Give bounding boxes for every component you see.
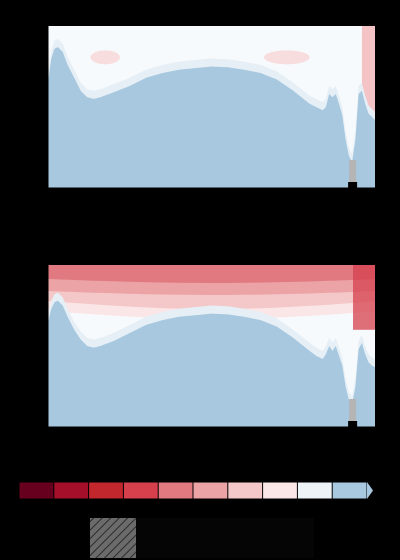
hatch-swatch	[90, 518, 136, 558]
warm-band	[90, 50, 120, 65]
trench-base-marker	[348, 421, 358, 427]
warm-band	[353, 265, 375, 330]
colorbar-segment	[53, 482, 89, 499]
colorbar-segment	[193, 482, 228, 499]
warm-band	[48, 265, 375, 283]
ocean-area	[48, 47, 375, 188]
colorbar-segment	[123, 482, 159, 499]
colorbar-segment	[227, 482, 263, 499]
warm-band	[263, 50, 310, 65]
trench-marker	[349, 399, 357, 427]
ocean-area	[48, 300, 375, 427]
colorbar-segment	[297, 482, 333, 499]
colorbar-extend-arrow	[367, 482, 373, 499]
colorbar-segment	[332, 482, 367, 499]
colorbar-segment	[158, 482, 193, 499]
panel-top	[47, 26, 375, 192]
warm-band	[361, 26, 375, 116]
hatch-legend	[90, 518, 314, 558]
colorbar-segment	[262, 482, 298, 499]
panel-bottom	[47, 265, 375, 431]
colorbar	[18, 481, 373, 500]
colorbar-segment	[88, 482, 124, 499]
trench-marker	[349, 160, 357, 188]
hatch-legend-box	[136, 518, 314, 558]
colorbar-segment	[19, 482, 54, 499]
trench-base-marker	[348, 182, 358, 188]
